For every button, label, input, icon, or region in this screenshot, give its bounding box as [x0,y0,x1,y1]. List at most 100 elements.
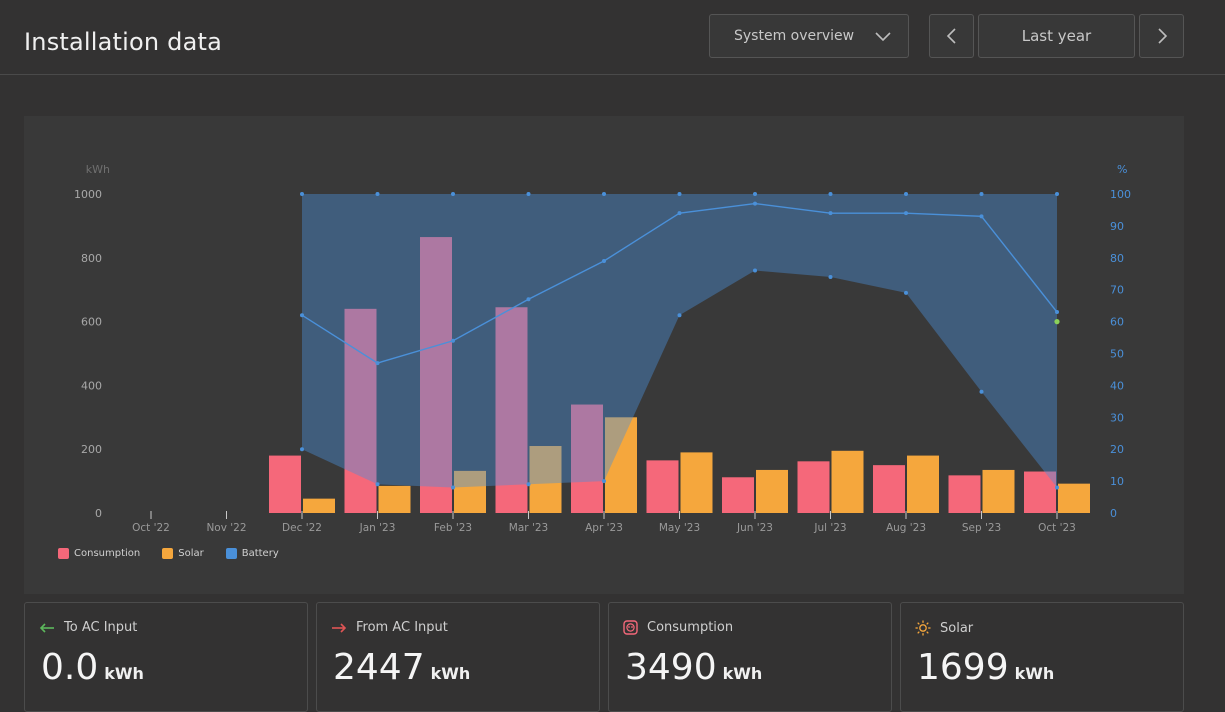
battery-min-point [828,274,833,279]
legend-label-consumption: Consumption [74,548,141,559]
battery-avg-point [300,313,304,318]
battery-min-point [677,313,682,318]
battery-max-point [451,192,455,196]
consumption-bar [1024,471,1056,513]
legend-item-consumption[interactable]: Consumption [58,548,140,559]
left-axis-tick-label: 0 [95,507,102,520]
card-header: Consumption [623,620,733,635]
battery-min-point [526,482,531,487]
card-label: Solar [940,620,974,636]
x-axis-tick-label: Jan '23 [359,522,396,534]
solar-bar [454,470,486,513]
left-axis-tick-label: 800 [81,252,102,265]
right-axis-tick-label: 40 [1110,379,1124,392]
right-axis-tick-label: 50 [1110,348,1124,361]
chevron-right-icon [1157,28,1167,44]
battery-avg-point [1055,310,1059,315]
previous-period-button[interactable] [929,14,974,58]
solar-bar [529,446,562,513]
right-axis-tick-label: 70 [1110,284,1124,297]
card-header: Solar [915,620,973,636]
legend-item-solar[interactable]: Solar [162,548,204,559]
card-header: From AC Input [331,620,448,635]
battery-max-point [979,192,984,196]
x-axis-tick-label: Jun '23 [736,522,773,534]
legend-item-battery[interactable]: Battery [225,548,279,559]
battery-min-point [375,482,380,487]
card-from-ac-input: From AC Input 2447 kWh [316,602,600,712]
battery-range-area [302,194,1057,488]
left-axis-tick-label: 400 [81,379,102,392]
view-select[interactable]: System overview [709,14,909,58]
x-axis-tick-label: Nov '22 [206,522,246,534]
energy-chart: kWh 0 200 400 600 800 1000% 0 10 20 30 40 50 60 70 80 90… [74,163,1131,534]
period-select[interactable]: Last year [978,14,1135,58]
battery-max-point [753,192,757,196]
consumption-bar [948,475,981,513]
card-unit: kWh [722,664,763,683]
battery-max-point [602,192,606,196]
battery-max-point [677,192,682,196]
x-axis-tick-label: Sep '23 [962,522,1001,534]
battery-max-point [1055,192,1059,196]
solar-bar [378,485,411,513]
x-axis-tick-label: Oct '23 [1038,522,1076,534]
battery-avg-point [979,214,984,219]
right-axis-tick-label: 100 [1110,188,1131,201]
solar-bar [982,469,1015,513]
top-bar: Installation data System overview Last y… [0,0,1225,75]
card-label: To AC Input [64,620,138,635]
left-axis-tick-label: 200 [81,443,102,456]
battery-avg-point [375,361,380,366]
x-axis-tick-label: Jul '23 [813,522,846,534]
card-unit: kWh [104,664,144,683]
sun-icon [915,620,931,636]
chart-legend: Consumption Solar Battery [58,548,279,559]
battery-current-point [1054,319,1060,325]
page-title: Installation data [24,28,223,56]
battery-avg-point [677,211,682,216]
battery-avg-point [828,211,833,216]
battery-avg-point [602,258,606,263]
battery-avg-point [753,201,757,206]
card-value: 3490 [625,647,717,688]
battery-max-point [904,192,908,196]
solar-bar [831,450,864,513]
consumption-bar [571,404,603,513]
card-value: 2447 [333,647,425,688]
right-axis-tick-label: 80 [1110,252,1124,265]
battery-min-point [300,447,304,452]
card-unit: kWh [1014,664,1055,683]
solar-bar [680,452,713,513]
card-label: Consumption [647,620,734,635]
x-axis-tick-label: Mar '23 [509,522,548,534]
x-axis-tick-label: Oct '22 [132,522,170,534]
card-label: From AC Input [356,620,448,635]
right-axis-tick-label: 10 [1110,475,1124,488]
solar-bar [605,417,637,513]
card-value-row: 1699 kWh [917,647,1054,688]
battery-min-point [979,389,984,394]
battery-min-point [602,479,606,484]
right-axis-unit: % [1117,163,1127,176]
consumption-bar [420,237,452,513]
x-axis-tick-label: Dec '22 [282,522,322,534]
chevron-left-icon [946,28,956,44]
x-axis-tick-label: Feb '23 [434,522,472,534]
consumption-bar [797,461,830,513]
right-axis-tick-label: 60 [1110,316,1124,329]
right-axis-tick-label: 20 [1110,443,1124,456]
x-axis-tick-label: Apr '23 [585,522,623,534]
right-axis-tick-label: 30 [1110,411,1124,424]
left-axis-tick-label: 600 [81,316,102,329]
period-label: Last year [1021,27,1092,45]
consumption-bar [269,455,301,513]
card-header: To AC Input [39,620,137,635]
next-period-button[interactable] [1139,14,1184,58]
outlet-icon [623,620,638,635]
solar-bar [1058,483,1090,513]
right-axis-tick-label: 0 [1110,507,1117,520]
legend-swatch-consumption [58,548,69,559]
chevron-down-icon [875,32,891,42]
card-value: 0.0 [41,647,99,688]
